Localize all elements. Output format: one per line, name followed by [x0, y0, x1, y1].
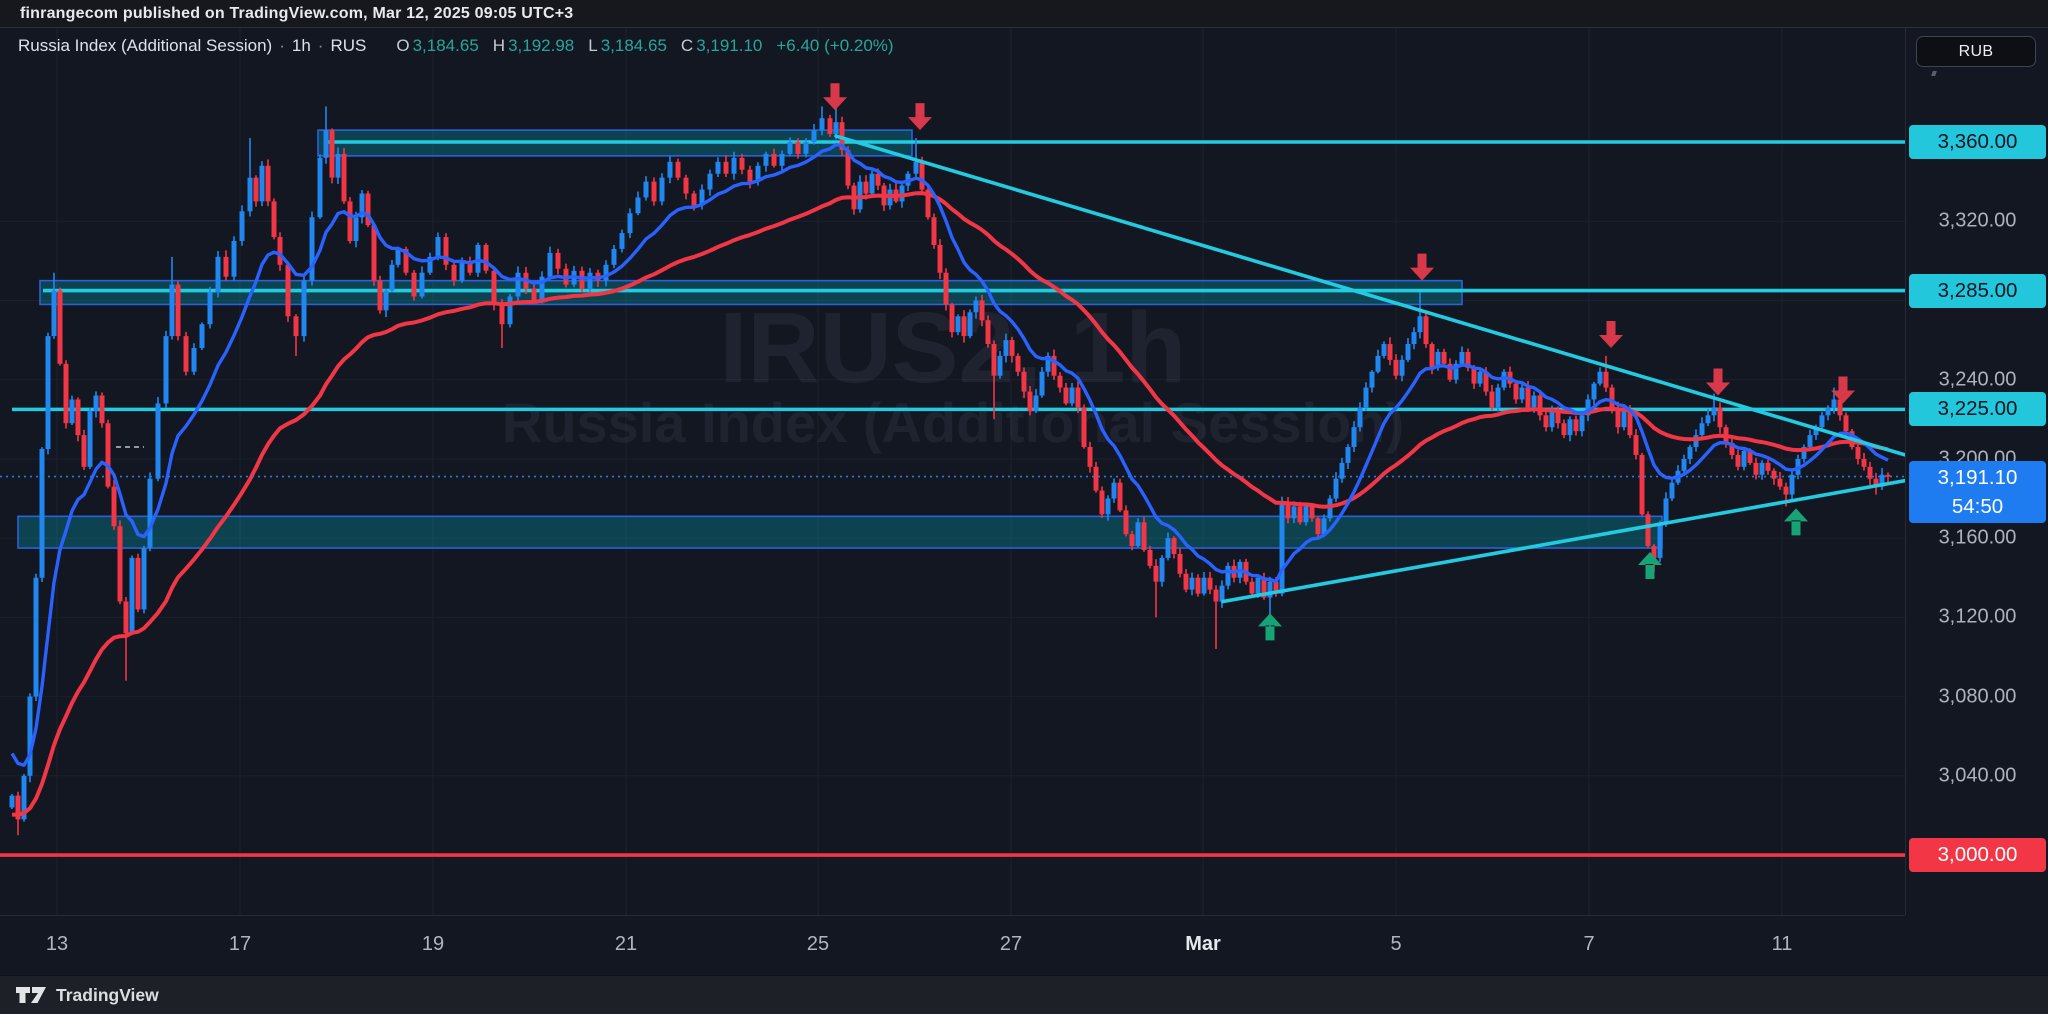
currency-toggle-button[interactable]: RUB	[1916, 36, 2036, 67]
sell-signal-arrow[interactable]	[1599, 320, 1623, 348]
ohlc-value: 3,184.65	[600, 36, 667, 55]
price-tick-label: 3,240.00	[1938, 368, 2017, 391]
time-tick-label: 5	[1390, 933, 1402, 955]
tradingview-brand-text: TradingView	[56, 984, 159, 1005]
sell-signal-arrow[interactable]	[908, 103, 932, 131]
legend-separator: ·	[317, 36, 324, 55]
sell-signal-arrow[interactable]	[1706, 368, 1730, 396]
time-tick-label: 21	[614, 933, 638, 955]
price-tick-label: 3,160.00	[1938, 526, 2017, 549]
price-level-badge: 3,360.00	[1909, 125, 2046, 159]
publish-header: finrangecom published on TradingView.com…	[0, 0, 2048, 28]
descending-trendline[interactable]	[834, 134, 1905, 457]
tradingview-logo-icon[interactable]	[16, 986, 47, 1004]
buy-signal-arrow[interactable]	[1784, 508, 1808, 536]
ohlc-value: 3,184.65	[412, 36, 479, 55]
ohlc-value: 3,192.98	[508, 36, 575, 55]
bar-countdown: 54:50	[1951, 494, 2004, 518]
sell-signal-arrow[interactable]	[1410, 253, 1434, 281]
ohlc-label: C	[680, 36, 694, 55]
currency-label: RUB	[1958, 42, 1994, 60]
ohlc-value: 3,191.10	[696, 36, 763, 55]
svg-text:Russia Index (Additional Sessi: Russia Index (Additional Session)	[502, 391, 1404, 454]
change-value: +6.40 (+0.20%)	[776, 36, 894, 55]
ohlc-label: O	[396, 36, 410, 55]
footer-bar: TradingView	[0, 975, 2048, 1014]
time-tick-label: 11	[1771, 933, 1793, 955]
ma-slow-line[interactable]	[11, 191, 1889, 817]
price-level-badge: 3,285.00	[1909, 273, 2046, 308]
exchange-label: RUS	[330, 36, 367, 55]
time-axis[interactable]: 13 17 19 21 25 27 Mar 5 7 11	[0, 915, 1905, 975]
price-tick-label: 3,120.00	[1938, 605, 2017, 628]
price-tick-label: 3,040.00	[1938, 764, 2017, 787]
supply-zone-3285[interactable]	[39, 279, 1463, 306]
time-tick-label: 25	[806, 933, 830, 955]
interval-label[interactable]: 1h	[291, 36, 311, 55]
price-tick-label: 3,320.00	[1938, 209, 2017, 232]
price-scale[interactable]: 3,320.00 3,240.00 3,200.00 3,160.00 3,120.00…	[1905, 28, 2048, 915]
demand-zone-3160[interactable]	[17, 515, 1663, 549]
time-tick-label: 7	[1583, 933, 1595, 955]
price-level-badge: 3,000.00	[1909, 838, 2046, 873]
buy-signal-arrow[interactable]	[1638, 551, 1662, 579]
symbol-legend: Russia Index (Additional Session) · 1h ·…	[18, 36, 894, 56]
sell-signal-arrow[interactable]	[1831, 376, 1855, 404]
price-tick-label: 3,080.00	[1938, 685, 2017, 708]
ohlc-values: O 3,184.65 H 3,192.98 L 3,184.65 C 3,191.10	[382, 36, 762, 56]
time-tick-label: 17	[228, 933, 252, 955]
ma-fast-line[interactable]	[10, 142, 1889, 767]
ohlc-label: H	[492, 36, 506, 55]
last-price-badge: 3,191.10 54:50	[1909, 460, 2046, 523]
ascending-trendline[interactable]	[1221, 478, 1905, 604]
candlestick-series[interactable]	[9, 102, 1891, 836]
ohlc-label: L	[588, 36, 598, 55]
time-tick-label: Mar	[1185, 933, 1221, 955]
buy-signal-arrow[interactable]	[1258, 613, 1282, 641]
publish-line: finrangecom published on TradingView.com…	[20, 4, 574, 22]
legend-separator: ·	[279, 36, 285, 55]
last-price-value: 3,191.10	[1937, 465, 2018, 489]
time-tick-label: 19	[421, 933, 445, 955]
time-tick-label: 27	[999, 933, 1023, 955]
time-tick-label: 13	[45, 933, 69, 955]
price-level-badge: 3,225.00	[1909, 392, 2046, 427]
symbol-title[interactable]: Russia Index (Additional Session)	[18, 36, 273, 55]
sell-signal-arrow[interactable]	[823, 83, 847, 111]
grid	[0, 28, 1905, 915]
